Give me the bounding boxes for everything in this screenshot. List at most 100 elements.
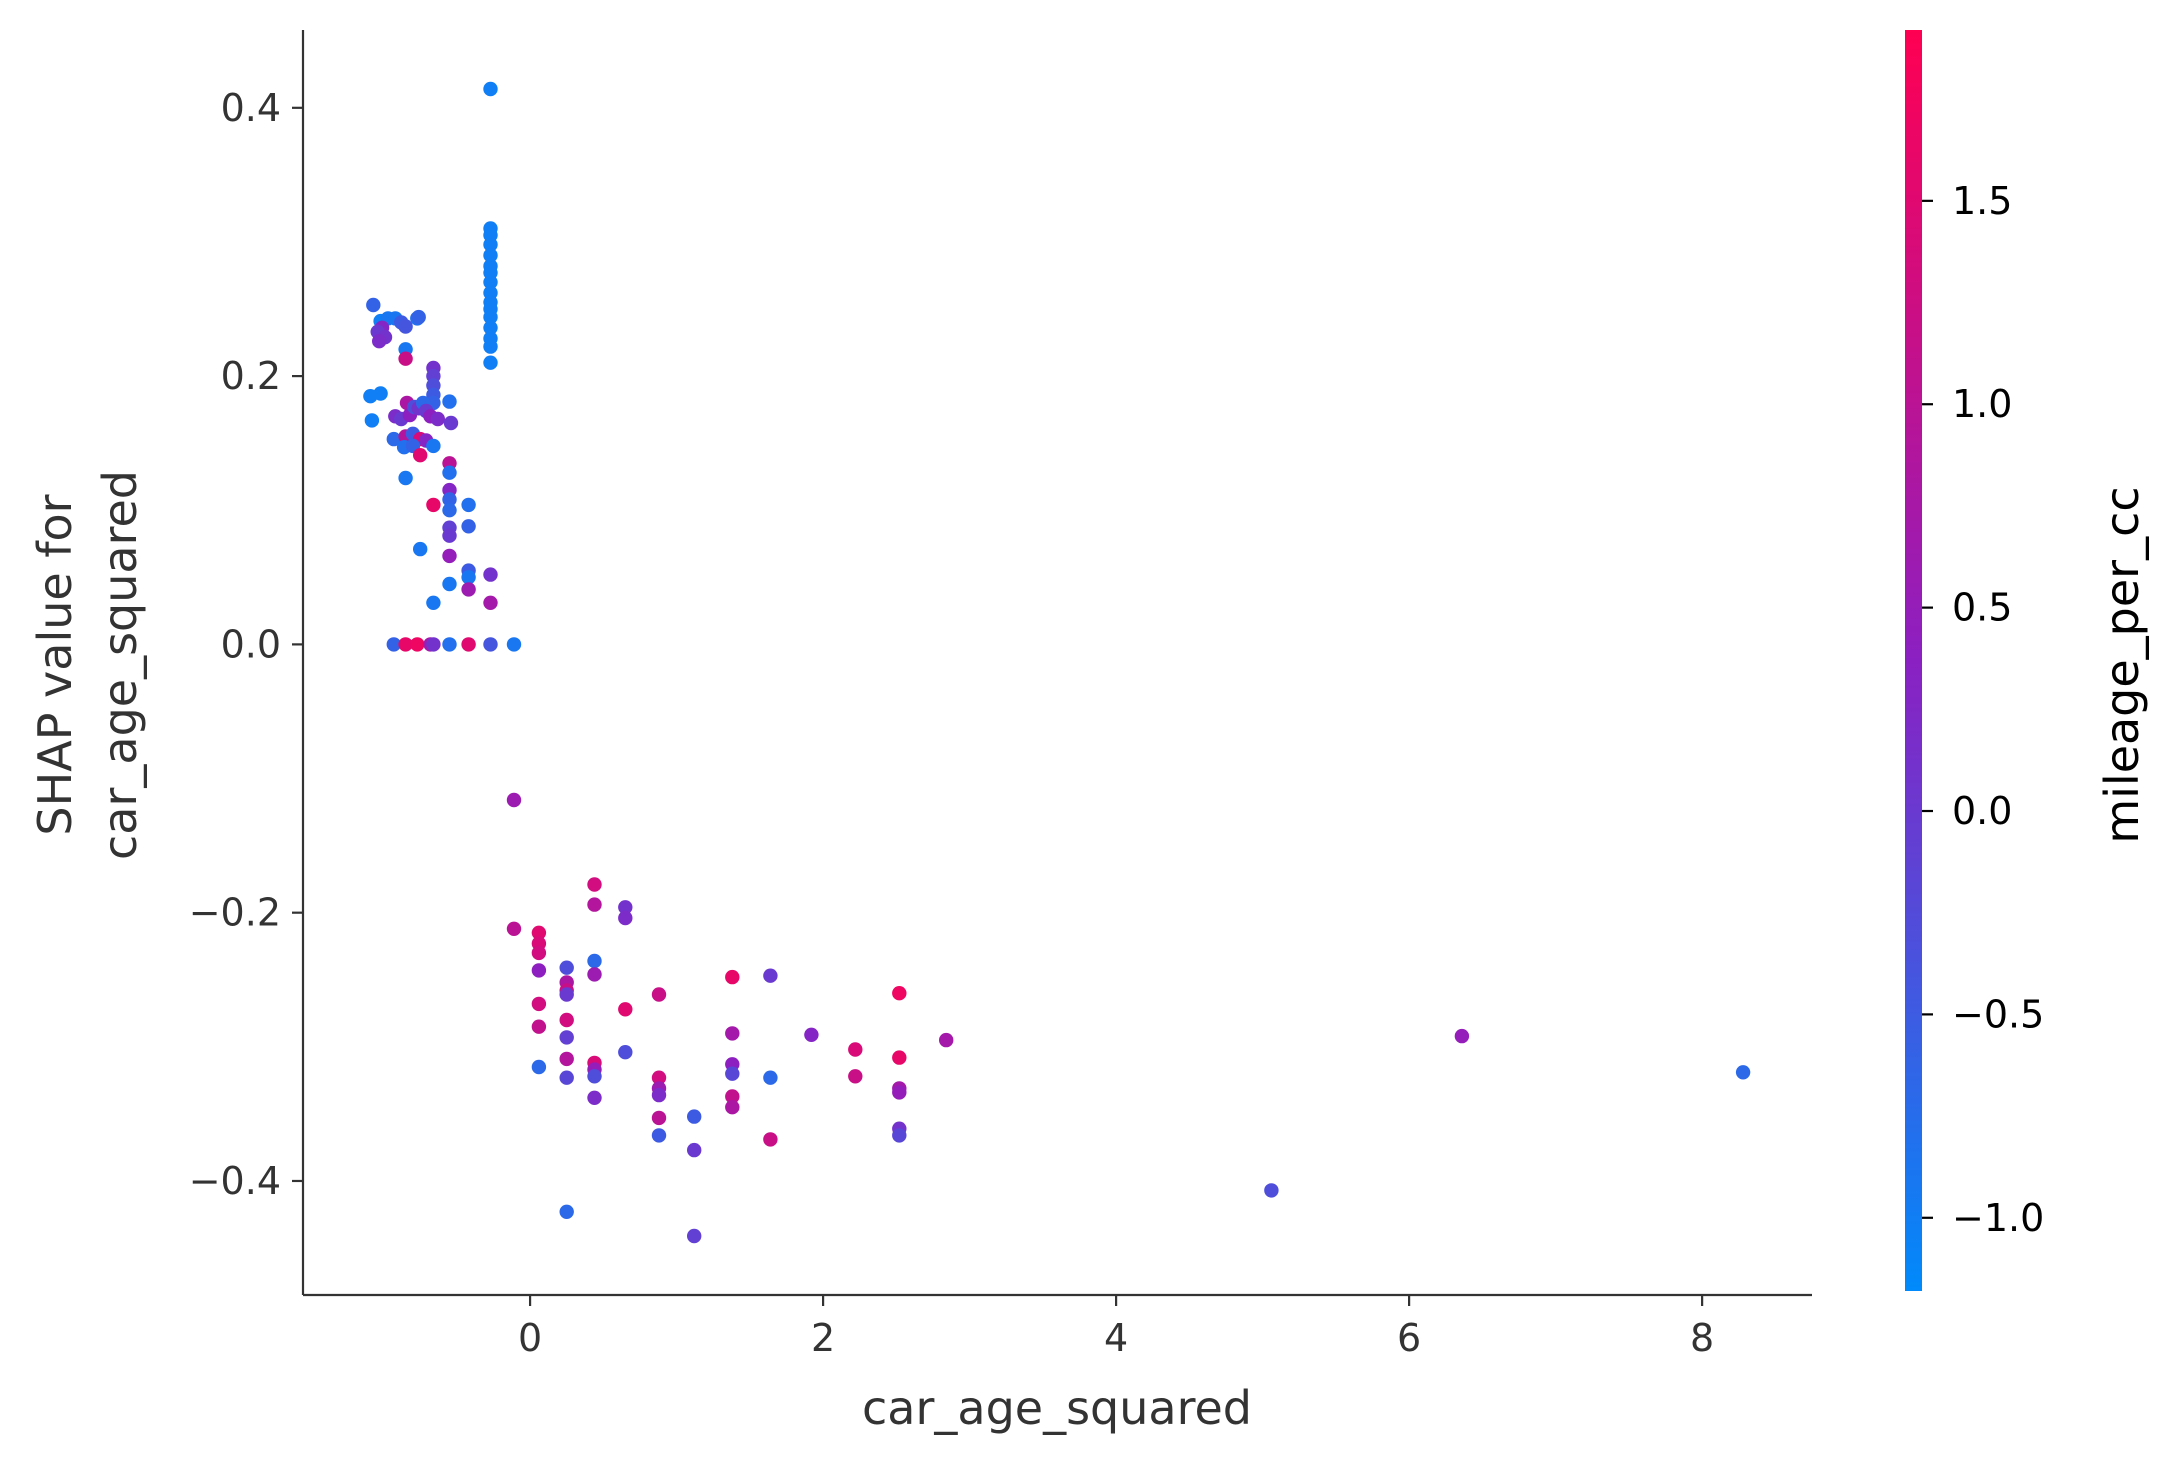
colorbar-title: mileage_per_cc bbox=[2095, 486, 2149, 843]
scatter-point bbox=[687, 1142, 702, 1158]
x-axis-ticks: 0 2 4 6 8 bbox=[518, 1295, 1714, 1360]
scatter-point bbox=[442, 503, 457, 518]
y-tick-label: 0.0 bbox=[221, 622, 281, 666]
scatter-point bbox=[413, 541, 428, 557]
scatter-point bbox=[559, 1204, 574, 1220]
scatter-point bbox=[848, 1042, 863, 1057]
scatter-point bbox=[531, 1019, 547, 1034]
scatter-point bbox=[587, 953, 602, 969]
scatter-point bbox=[364, 413, 380, 428]
scatter-point bbox=[763, 1132, 778, 1147]
scatter-point bbox=[651, 1070, 667, 1085]
scatter-point bbox=[373, 386, 388, 401]
scatter-point bbox=[386, 637, 401, 652]
scatter-point bbox=[687, 1109, 702, 1124]
scatter-point bbox=[763, 968, 778, 983]
y-tick-label: 0.2 bbox=[221, 354, 281, 398]
scatter-point bbox=[483, 339, 498, 354]
scatter-point bbox=[559, 1030, 574, 1045]
scatter-point bbox=[587, 877, 602, 892]
colorbar-tick-label: −0.5 bbox=[1952, 992, 2044, 1036]
scatter-point bbox=[483, 275, 498, 290]
scatter-point bbox=[442, 528, 457, 543]
scatter-point bbox=[725, 1089, 740, 1104]
scatter-point bbox=[430, 411, 445, 427]
scatter-point bbox=[587, 967, 602, 982]
scatter-point bbox=[848, 1069, 863, 1084]
scatter-point bbox=[725, 1066, 740, 1081]
colorbar-tick-label: 0.0 bbox=[1952, 789, 2012, 833]
scatter-point bbox=[411, 309, 426, 325]
colorbar-tick-label: 1.0 bbox=[1952, 382, 2012, 426]
scatter-point bbox=[461, 519, 476, 534]
scatter-point bbox=[587, 1090, 602, 1106]
scatter-point bbox=[559, 960, 574, 975]
scatter-point bbox=[651, 1128, 667, 1143]
scatter-point bbox=[618, 1045, 633, 1060]
x-tick-label: 2 bbox=[811, 1316, 835, 1360]
scatter-point bbox=[483, 320, 498, 335]
scatter-point bbox=[618, 910, 633, 926]
y-axis-ticks: 0.4 0.2 0.0 −0.2 −0.4 bbox=[189, 86, 303, 1203]
scatter-point bbox=[1735, 1065, 1751, 1080]
scatter-point bbox=[461, 570, 476, 585]
y-tick-label: −0.2 bbox=[189, 891, 281, 935]
scatter-point bbox=[398, 351, 413, 366]
colorbar-tick-label: −1.0 bbox=[1952, 1196, 2044, 1240]
scatter-point bbox=[461, 497, 476, 513]
scatter-point bbox=[461, 582, 476, 597]
scatter-point bbox=[618, 900, 633, 915]
scatter-point bbox=[559, 1012, 574, 1028]
scatter-point bbox=[426, 438, 441, 454]
scatter-point bbox=[442, 394, 457, 409]
scatter-point bbox=[506, 921, 522, 936]
scatter-point bbox=[398, 637, 413, 652]
scatter-point bbox=[506, 637, 522, 652]
x-tick-label: 6 bbox=[1397, 1316, 1421, 1360]
scatter-point bbox=[443, 415, 459, 431]
scatter-point bbox=[483, 237, 498, 252]
scatter-point bbox=[442, 576, 457, 592]
scatter-point bbox=[725, 969, 740, 985]
scatter-point bbox=[531, 996, 547, 1012]
x-tick-label: 4 bbox=[1104, 1316, 1128, 1360]
colorbar-tick-label: 1.5 bbox=[1952, 179, 2012, 223]
scatter-point bbox=[587, 1069, 602, 1084]
y-axis-title-line-1: SHAP value for bbox=[28, 494, 82, 835]
scatter-point bbox=[398, 470, 413, 486]
x-tick-label: 8 bbox=[1690, 1316, 1714, 1360]
scatter-point bbox=[725, 1100, 740, 1115]
scatter-point bbox=[651, 987, 667, 1002]
scatter-point bbox=[1454, 1028, 1470, 1044]
scatter-point bbox=[587, 897, 602, 912]
scatter-point bbox=[892, 1085, 907, 1100]
scatter-point bbox=[461, 637, 476, 652]
colorbar bbox=[1905, 30, 1922, 1291]
y-tick-label: 0.4 bbox=[221, 86, 281, 130]
scatter-point bbox=[442, 465, 457, 480]
scatter-point bbox=[398, 319, 413, 334]
scatter-point bbox=[892, 1050, 907, 1065]
scatter-point bbox=[763, 1070, 778, 1085]
scatter-points bbox=[363, 81, 1751, 1244]
colorbar-ticks: 1.5 1.0 0.5 0.0 −0.5 −1.0 bbox=[1922, 179, 2044, 1240]
scatter-point bbox=[725, 1026, 740, 1041]
y-tick-label: −0.4 bbox=[189, 1159, 281, 1203]
scatter-point bbox=[618, 1002, 633, 1017]
scatter-point bbox=[483, 637, 498, 652]
scatter-point bbox=[651, 1087, 667, 1103]
scatter-point bbox=[426, 595, 441, 610]
x-axis-title: car_age_squared bbox=[862, 1381, 1252, 1435]
scatter-point bbox=[483, 81, 498, 97]
scatter-point bbox=[559, 1070, 574, 1085]
scatter-point bbox=[483, 567, 498, 582]
scatter-point bbox=[531, 1059, 547, 1075]
scatter-point bbox=[559, 1051, 574, 1067]
scatter-point bbox=[442, 637, 457, 652]
scatter-point bbox=[366, 297, 381, 313]
scatter-point bbox=[1264, 1183, 1279, 1198]
scatter-point bbox=[372, 334, 387, 349]
scatter-point bbox=[426, 497, 441, 513]
colorbar-tick-label: 0.5 bbox=[1952, 586, 2012, 630]
